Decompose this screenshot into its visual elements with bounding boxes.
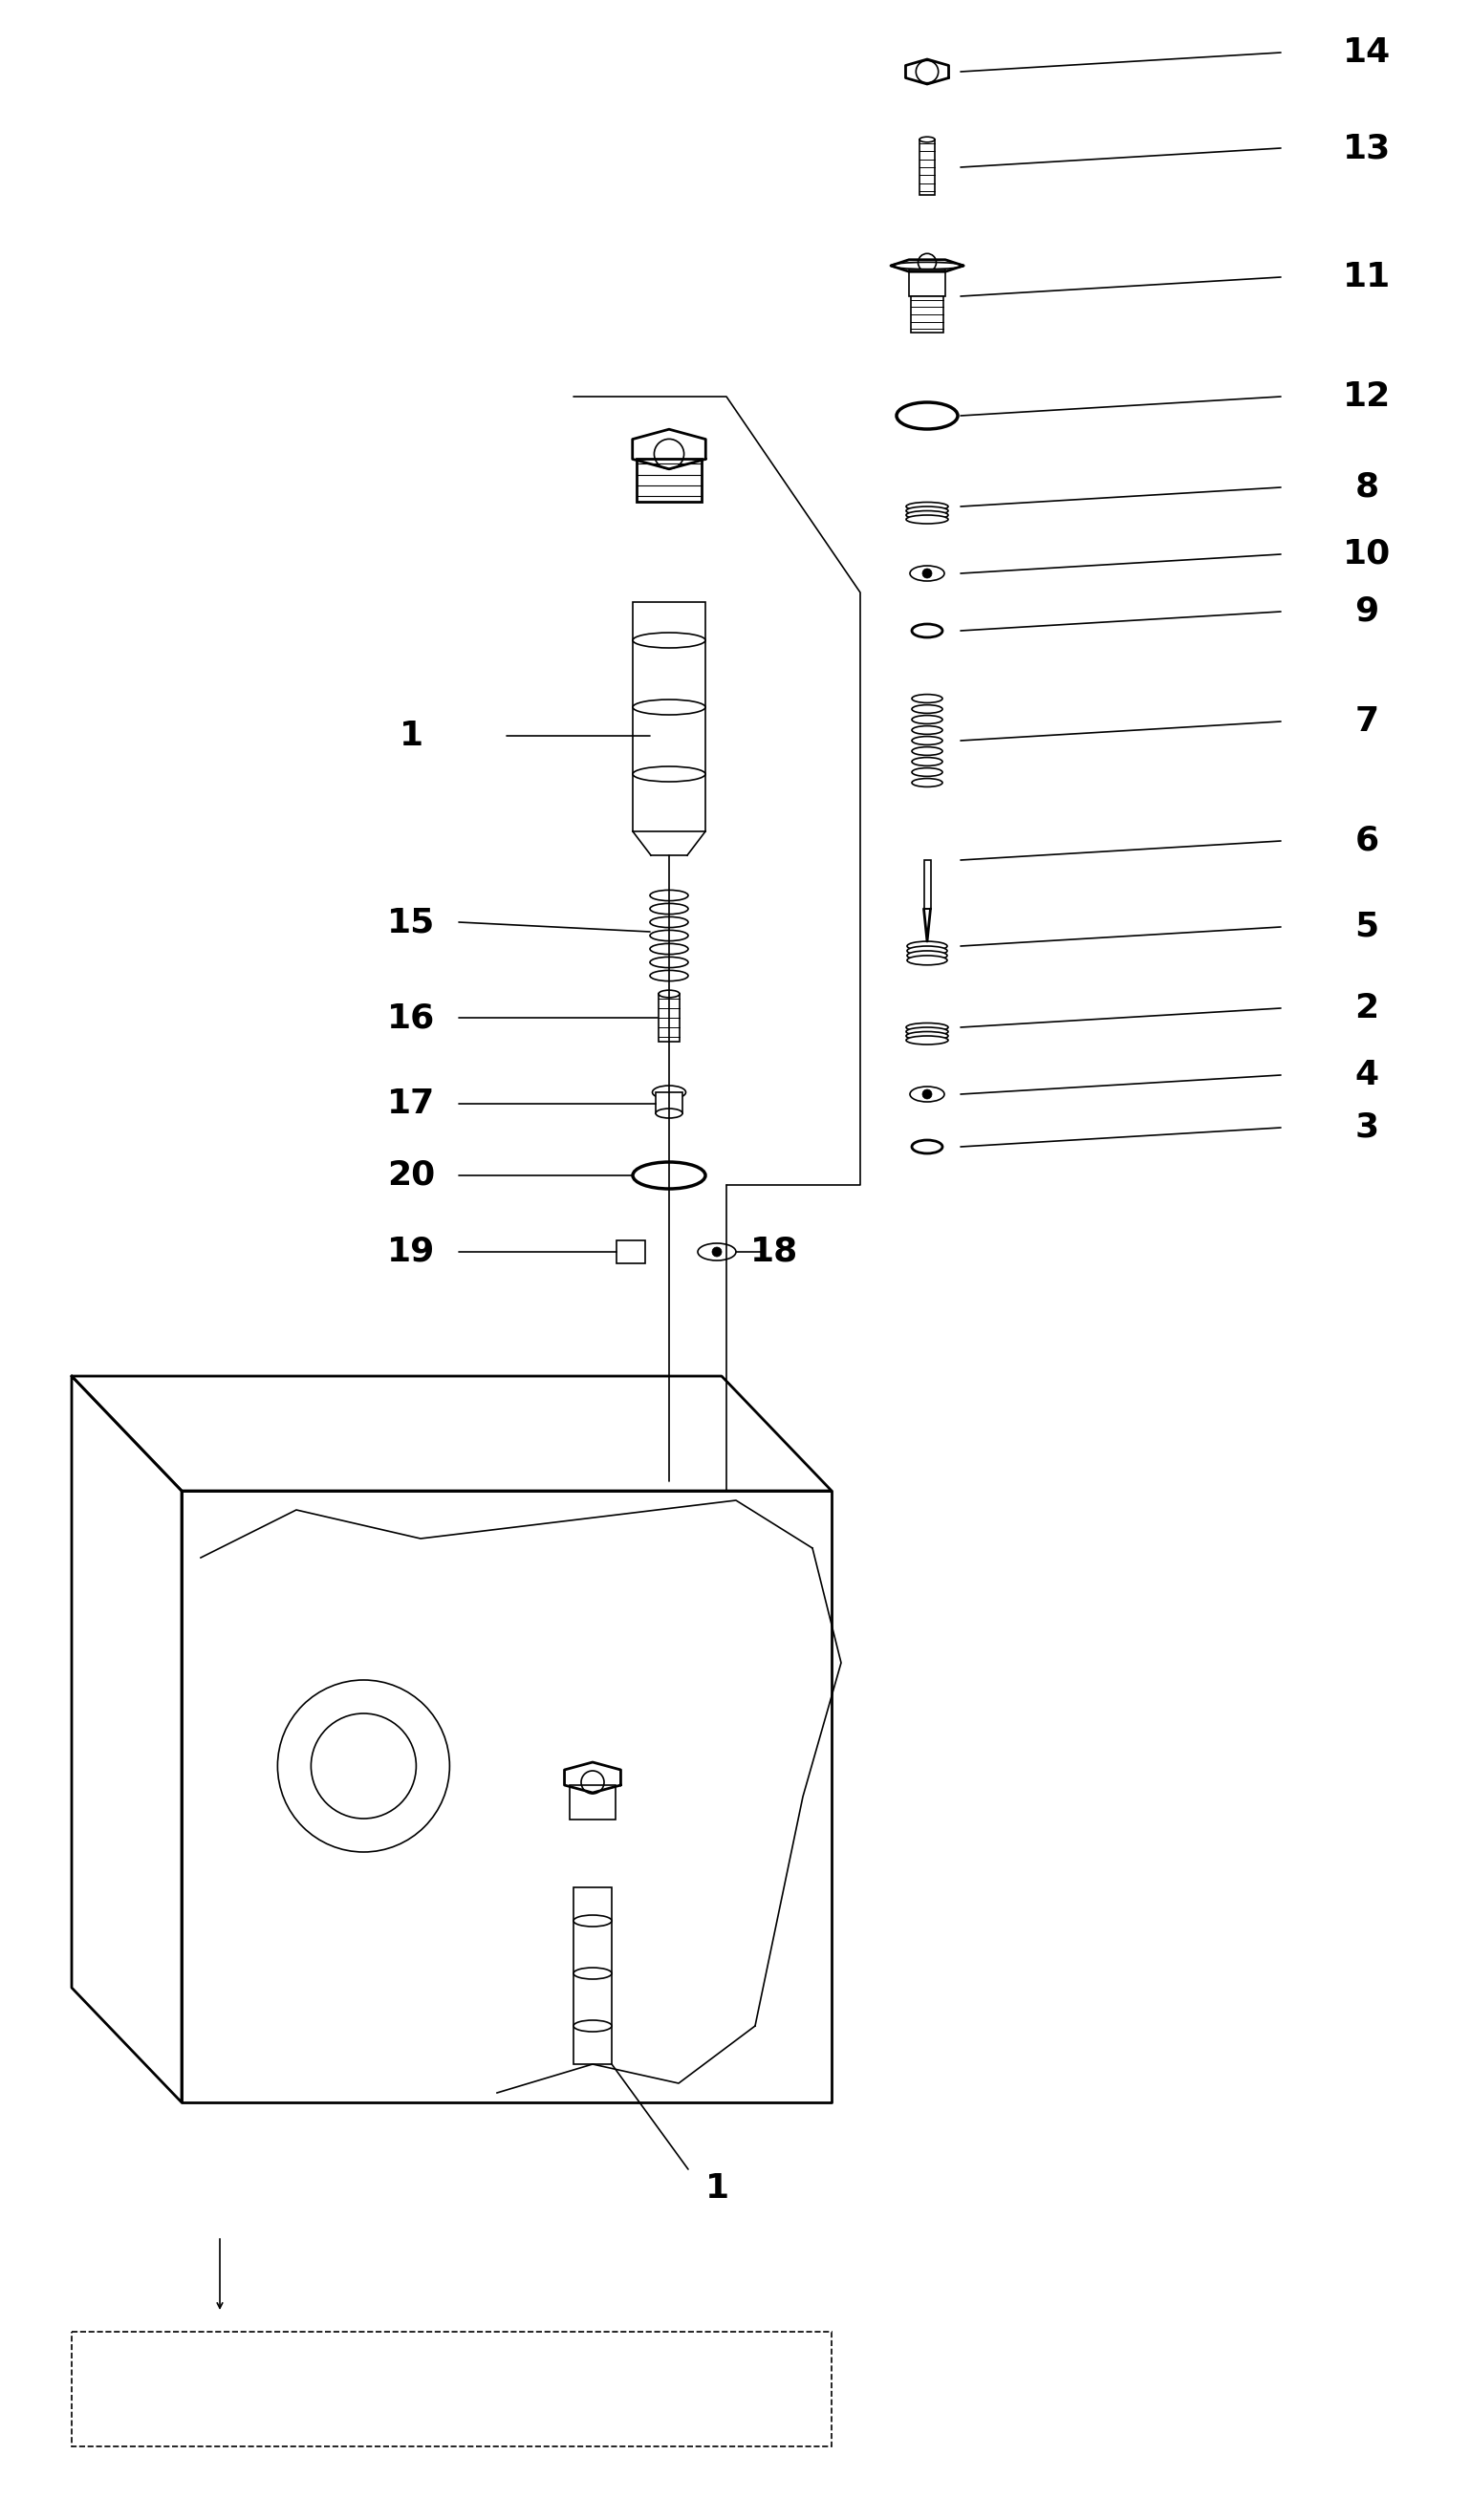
Bar — [616, 1240, 646, 1263]
Text: 12: 12 — [1343, 381, 1392, 413]
Ellipse shape — [650, 958, 688, 968]
Circle shape — [922, 570, 933, 577]
Ellipse shape — [912, 759, 943, 766]
Ellipse shape — [912, 706, 943, 713]
Text: 7: 7 — [1355, 706, 1378, 738]
Ellipse shape — [650, 905, 688, 915]
Ellipse shape — [906, 1028, 949, 1036]
Ellipse shape — [911, 1086, 944, 1101]
Ellipse shape — [574, 1915, 612, 1928]
Text: 9: 9 — [1355, 595, 1378, 627]
Ellipse shape — [912, 716, 943, 723]
Ellipse shape — [650, 942, 688, 955]
Ellipse shape — [911, 564, 944, 582]
Ellipse shape — [633, 633, 706, 648]
Text: 11: 11 — [1343, 262, 1392, 292]
Ellipse shape — [656, 1109, 683, 1119]
Text: 20: 20 — [387, 1159, 435, 1192]
Ellipse shape — [906, 501, 949, 512]
Bar — [924, 859, 931, 910]
Bar — [72, 2331, 831, 2447]
Ellipse shape — [912, 769, 943, 776]
Ellipse shape — [697, 1242, 736, 1260]
Bar — [637, 459, 702, 501]
Ellipse shape — [908, 945, 947, 955]
Ellipse shape — [906, 1023, 949, 1031]
Bar — [633, 602, 706, 832]
Circle shape — [922, 1089, 933, 1099]
Ellipse shape — [574, 2021, 612, 2031]
Ellipse shape — [633, 766, 706, 781]
Ellipse shape — [906, 1031, 949, 1041]
Circle shape — [712, 1247, 722, 1257]
Ellipse shape — [650, 970, 688, 980]
Ellipse shape — [891, 262, 964, 270]
Text: 5: 5 — [1355, 910, 1378, 942]
Text: 4: 4 — [1355, 1058, 1378, 1091]
Ellipse shape — [908, 950, 947, 960]
Text: 8: 8 — [1355, 471, 1378, 504]
Ellipse shape — [912, 779, 943, 786]
Text: 3: 3 — [1355, 1111, 1378, 1144]
Bar — [574, 1887, 612, 2064]
Ellipse shape — [906, 507, 949, 514]
Ellipse shape — [650, 930, 688, 940]
Bar — [656, 1091, 683, 1114]
Text: 18: 18 — [750, 1235, 799, 1268]
Text: 6: 6 — [1355, 824, 1378, 857]
Ellipse shape — [633, 701, 706, 716]
Text: 17: 17 — [387, 1089, 435, 1119]
Bar — [569, 1784, 615, 1819]
Text: 15: 15 — [387, 905, 435, 937]
Ellipse shape — [912, 736, 943, 746]
Text: 19: 19 — [387, 1235, 435, 1268]
Bar — [659, 993, 680, 1041]
Text: 1: 1 — [705, 2172, 728, 2205]
Bar — [909, 270, 946, 297]
Ellipse shape — [650, 890, 688, 900]
Text: 1: 1 — [399, 721, 424, 751]
Ellipse shape — [574, 1968, 612, 1978]
Ellipse shape — [906, 514, 949, 524]
Ellipse shape — [908, 955, 947, 965]
Ellipse shape — [652, 1086, 685, 1099]
Text: 14: 14 — [1343, 35, 1392, 68]
Ellipse shape — [912, 696, 943, 703]
Ellipse shape — [912, 726, 943, 733]
Text: 2: 2 — [1355, 993, 1378, 1026]
Ellipse shape — [919, 136, 934, 141]
Text: 10: 10 — [1343, 539, 1392, 570]
Ellipse shape — [659, 990, 680, 998]
Ellipse shape — [912, 746, 943, 756]
Bar — [911, 297, 943, 333]
Ellipse shape — [908, 942, 947, 950]
Ellipse shape — [906, 1036, 949, 1043]
Text: 16: 16 — [387, 1000, 435, 1033]
Bar — [919, 139, 934, 194]
Ellipse shape — [650, 917, 688, 927]
Ellipse shape — [906, 512, 949, 519]
Text: 13: 13 — [1343, 131, 1392, 164]
